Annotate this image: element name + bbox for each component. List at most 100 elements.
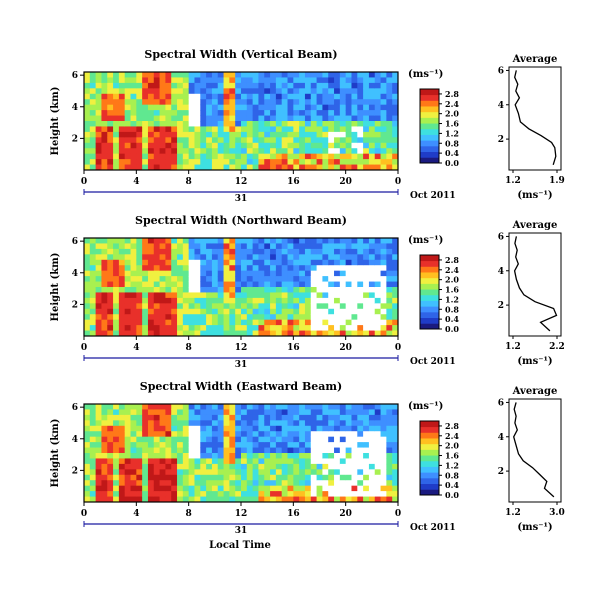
x-tick-label: 12 bbox=[235, 509, 248, 519]
colorbar-tick-label: 0.0 bbox=[445, 158, 459, 168]
panel-title: Spectral Width (Eastward Beam) bbox=[140, 380, 342, 393]
profile-frame bbox=[508, 398, 562, 503]
profile-frame bbox=[508, 66, 562, 171]
profile-y-tick: 2 bbox=[498, 301, 504, 311]
y-axis-label: Height (km) bbox=[50, 419, 61, 488]
profile-frame bbox=[508, 232, 562, 337]
x-tick-label: 16 bbox=[287, 509, 300, 519]
average-profile: Average 2 4 6 1.2 2.2 (ms⁻¹) bbox=[498, 220, 565, 367]
x-tick-label: 4 bbox=[133, 177, 139, 187]
x-tick-label: 4 bbox=[133, 343, 139, 353]
colorbar-tick-label: 2.8 bbox=[445, 255, 459, 265]
x-tick-label: 4 bbox=[133, 509, 139, 519]
date-label: Oct 2011 bbox=[410, 523, 456, 533]
colorbar-tick-label: 2.0 bbox=[445, 441, 459, 451]
colorbar: 0.00.40.81.21.62.02.42.8 bbox=[419, 254, 459, 334]
profile-title: Average bbox=[512, 386, 558, 397]
y-axis-label: Height (km) bbox=[50, 253, 61, 322]
panel-2: Spectral Width (Northward Beam) 2 4 6 Height… bbox=[50, 214, 565, 370]
profile-y-tick: 2 bbox=[498, 135, 504, 145]
colorbar-tick-label: 0.8 bbox=[445, 470, 459, 480]
y-tick-label: 4 bbox=[72, 269, 78, 279]
colorbar-tick-label: 0.0 bbox=[445, 490, 459, 500]
profile-line bbox=[513, 236, 558, 332]
y-tick-label: 2 bbox=[72, 300, 78, 310]
y-axis-label: Height (km) bbox=[50, 87, 61, 156]
colorbar-tick-label: 1.2 bbox=[445, 294, 459, 304]
profile-x-tick: 1.2 bbox=[505, 342, 521, 352]
colorbar-tick-label: 0.4 bbox=[445, 148, 459, 158]
colorbar-unit: (ms⁻¹) bbox=[408, 69, 443, 80]
local-time-label: Local Time bbox=[209, 540, 271, 551]
colorbar-tick-label: 2.8 bbox=[445, 421, 459, 431]
colorbar-tick-label: 1.6 bbox=[445, 285, 459, 295]
x-tick-label: 0 bbox=[395, 343, 401, 353]
x-tick-label: 20 bbox=[339, 509, 352, 519]
x-tick-label: 12 bbox=[235, 343, 248, 353]
profile-x-tick: 1.9 bbox=[549, 176, 565, 186]
y-tick-label: 4 bbox=[72, 435, 78, 445]
colorbar-tick-label: 2.4 bbox=[445, 431, 459, 441]
profile-title: Average bbox=[512, 220, 558, 231]
profile-xlabel: (ms⁻¹) bbox=[517, 522, 552, 533]
profile-title: Average bbox=[512, 54, 558, 65]
colorbar-tick-label: 2.0 bbox=[445, 275, 459, 285]
colorbar-tick-label: 1.6 bbox=[445, 451, 459, 461]
y-tick-label: 2 bbox=[72, 134, 78, 144]
day-label: 31 bbox=[235, 360, 248, 370]
colorbar: 0.00.40.81.21.62.02.42.8 bbox=[419, 88, 459, 168]
colorbar-tick-label: 0.0 bbox=[445, 324, 459, 334]
colorbar-tick-label: 0.4 bbox=[445, 314, 459, 324]
panel-title: Spectral Width (Northward Beam) bbox=[135, 214, 347, 227]
profile-y-tick: 2 bbox=[498, 467, 504, 477]
colorbar-tick-label: 1.2 bbox=[445, 128, 459, 138]
profile-line bbox=[514, 70, 557, 165]
profile-y-tick: 6 bbox=[498, 66, 504, 76]
x-tick-label: 0 bbox=[395, 177, 401, 187]
profile-y-tick: 4 bbox=[498, 101, 504, 111]
colorbar-tick-label: 0.4 bbox=[445, 480, 459, 490]
x-tick-label: 8 bbox=[186, 177, 192, 187]
profile-line bbox=[513, 402, 555, 498]
colorbar-tick-label: 2.0 bbox=[445, 109, 459, 119]
colorbar-tick-label: 0.8 bbox=[445, 138, 459, 148]
y-tick-label: 6 bbox=[72, 71, 78, 81]
panel-1: Spectral Width (Vertical Beam) 2 4 6 Height … bbox=[50, 48, 565, 204]
x-tick-label: 16 bbox=[287, 343, 300, 353]
y-tick-label: 6 bbox=[72, 403, 78, 413]
colorbar-tick-label: 1.2 bbox=[445, 460, 459, 470]
heatmap-cells bbox=[84, 404, 399, 503]
profile-xlabel: (ms⁻¹) bbox=[517, 190, 552, 201]
colorbar-unit: (ms⁻¹) bbox=[408, 235, 443, 246]
profile-xlabel: (ms⁻¹) bbox=[517, 356, 552, 367]
profile-y-tick: 6 bbox=[498, 232, 504, 242]
profile-x-tick: 1.2 bbox=[505, 508, 521, 518]
average-profile: Average 2 4 6 1.2 3.0 (ms⁻¹) bbox=[498, 386, 565, 533]
colorbar-tick-label: 2.4 bbox=[445, 265, 459, 275]
y-tick-label: 2 bbox=[72, 466, 78, 476]
colorbar-tick-label: 2.8 bbox=[445, 89, 459, 99]
profile-y-tick: 4 bbox=[498, 267, 504, 277]
colorbar-unit: (ms⁻¹) bbox=[408, 401, 443, 412]
heatmap-cells bbox=[84, 72, 399, 171]
y-tick-label: 6 bbox=[72, 237, 78, 247]
x-tick-label: 0 bbox=[81, 177, 87, 187]
average-profile: Average 2 4 6 1.2 1.9 (ms⁻¹) bbox=[498, 54, 565, 201]
x-tick-label: 0 bbox=[395, 509, 401, 519]
profile-x-tick: 2.2 bbox=[549, 342, 565, 352]
colorbar-tick-label: 0.8 bbox=[445, 304, 459, 314]
x-tick-label: 20 bbox=[339, 177, 352, 187]
x-tick-label: 0 bbox=[81, 509, 87, 519]
colorbar: 0.00.40.81.21.62.02.42.8 bbox=[419, 420, 459, 500]
x-tick-label: 16 bbox=[287, 177, 300, 187]
colorbar-tick-label: 1.6 bbox=[445, 119, 459, 129]
date-label: Oct 2011 bbox=[410, 357, 456, 367]
profile-x-tick: 1.2 bbox=[505, 176, 521, 186]
x-tick-label: 12 bbox=[235, 177, 248, 187]
day-label: 31 bbox=[235, 526, 248, 536]
heatmap-cells bbox=[84, 238, 399, 337]
profile-y-tick: 4 bbox=[498, 433, 504, 443]
x-tick-label: 20 bbox=[339, 343, 352, 353]
y-tick-label: 4 bbox=[72, 103, 78, 113]
